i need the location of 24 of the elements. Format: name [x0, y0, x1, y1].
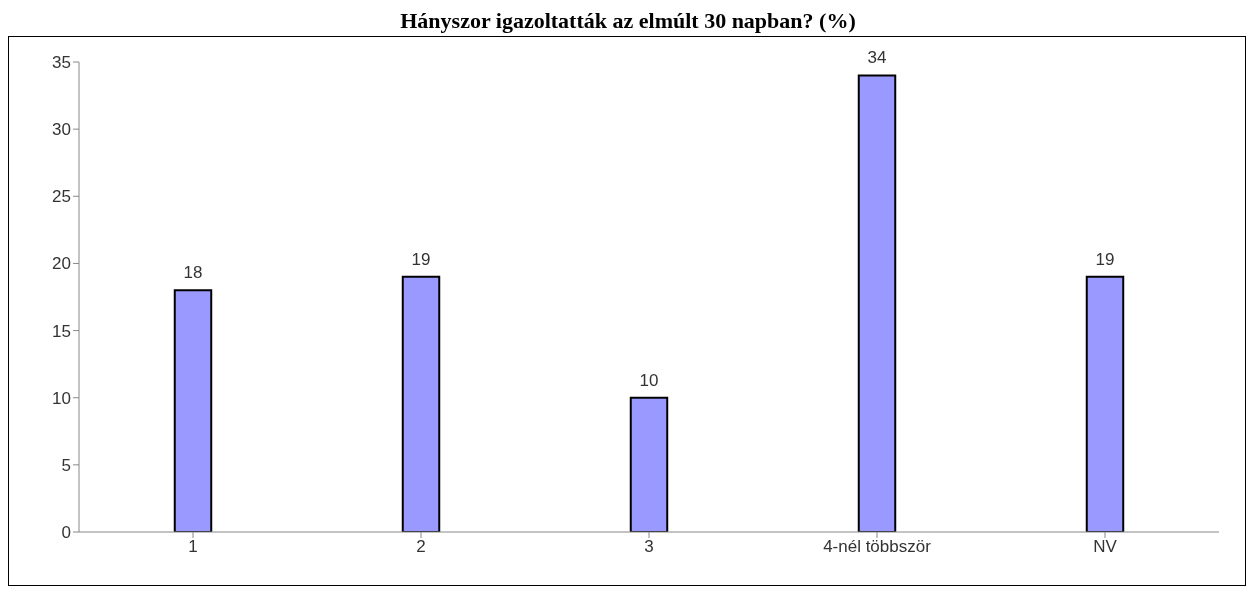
y-tick-label: 30 [52, 120, 71, 140]
bar [629, 396, 669, 532]
y-tick-label: 35 [52, 53, 71, 73]
data-label: 19 [1095, 249, 1115, 269]
bar [401, 275, 441, 532]
bar [173, 289, 213, 532]
x-tick-label: 3 [644, 537, 654, 557]
y-tick-label: 20 [52, 254, 71, 274]
y-tick-label: 5 [61, 455, 71, 475]
data-label: 18 [183, 263, 203, 283]
x-tick-label: NV [1093, 537, 1118, 557]
data-label: 10 [639, 370, 659, 390]
x-tick-label: 1 [188, 537, 198, 557]
chart-title: Hányszor igazoltatták az elmúlt 30 napban? (%) [399, 8, 857, 35]
data-label: 34 [867, 48, 887, 68]
bar [857, 74, 897, 532]
x-tick-label: 2 [416, 537, 426, 557]
y-tick-label: 0 [61, 523, 71, 543]
y-tick-label: 10 [52, 388, 71, 408]
y-tick-label: 25 [52, 187, 71, 207]
bar [1085, 275, 1125, 532]
x-tick-label: 4-nél többször [823, 537, 932, 557]
y-tick-label: 15 [52, 321, 71, 341]
data-label: 19 [411, 249, 431, 269]
